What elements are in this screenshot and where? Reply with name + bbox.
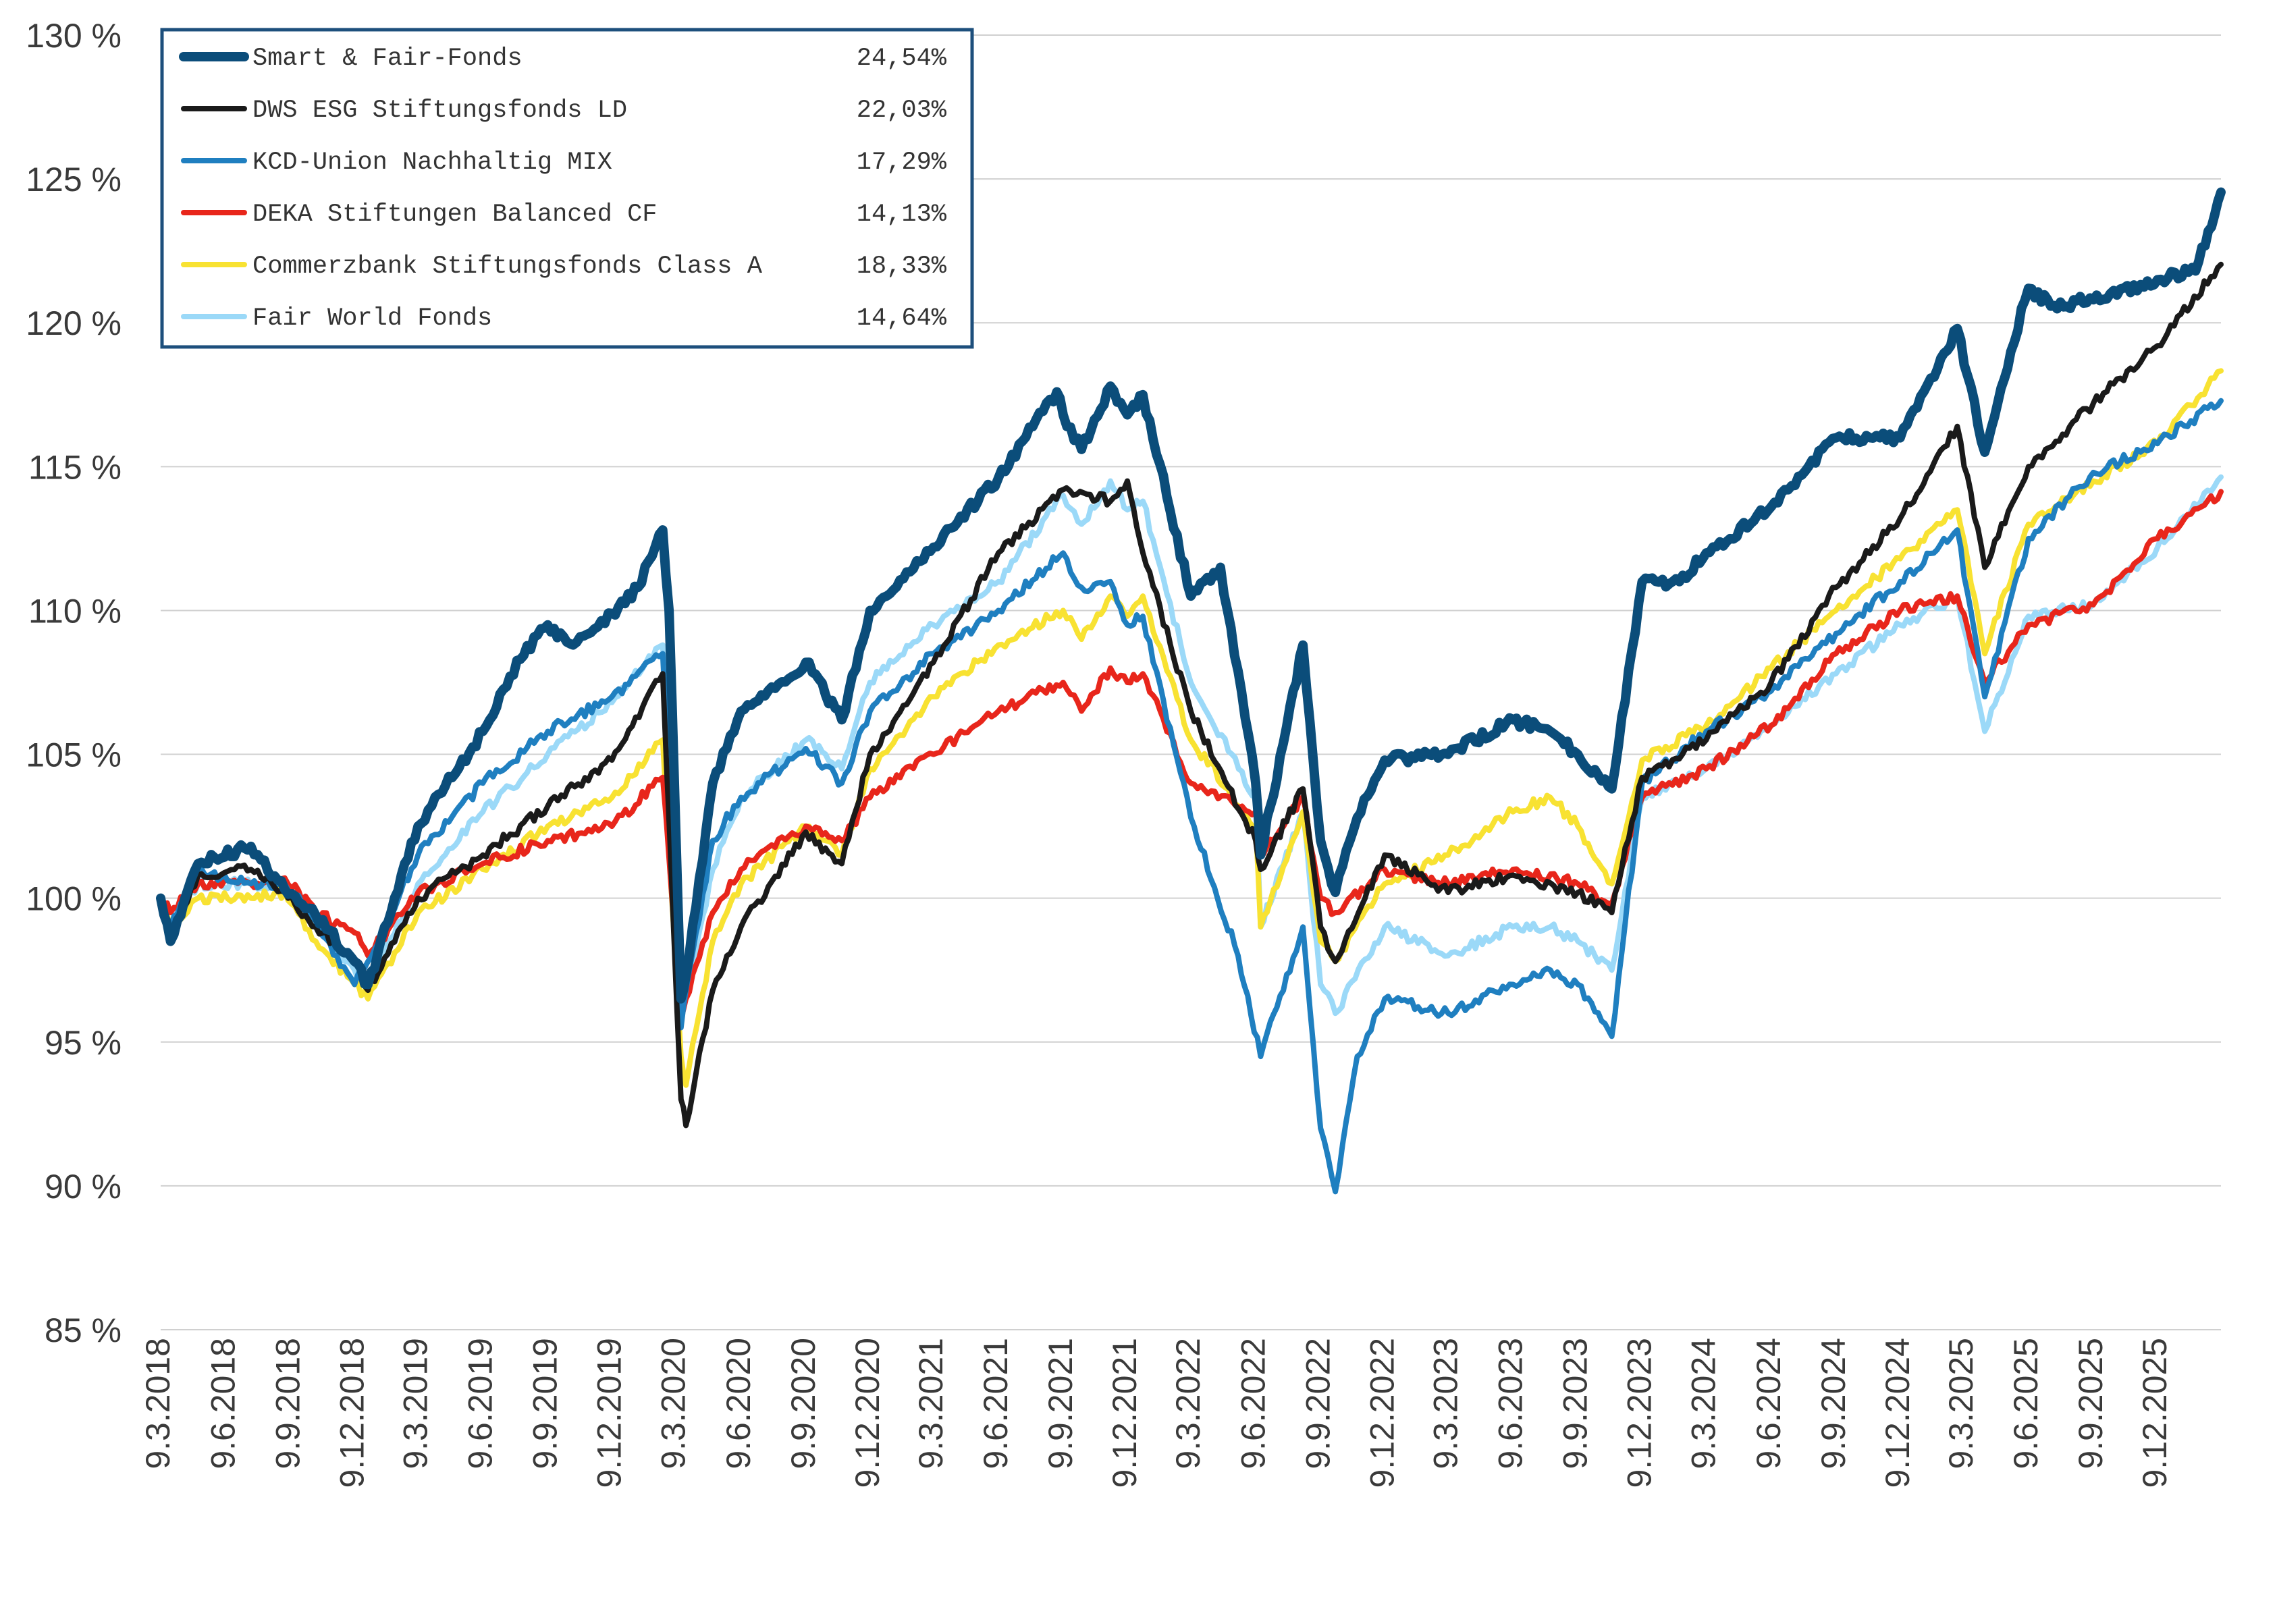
y-tick-label: 95 % — [45, 1024, 122, 1062]
legend-series-value: 14,13% — [857, 200, 947, 229]
x-tick-label: 9.12.2020 — [849, 1338, 886, 1488]
x-tick-label: 9.3.2022 — [1169, 1338, 1207, 1469]
x-tick-label: 9.6.2024 — [1750, 1338, 1788, 1469]
x-tick-label: 9.12.2024 — [1879, 1338, 1917, 1488]
x-tick-label: 9.3.2024 — [1685, 1338, 1723, 1469]
y-tick-label: 100 % — [26, 880, 122, 918]
x-tick-label: 9.6.2019 — [462, 1338, 500, 1469]
x-tick-label: 9.3.2025 — [1942, 1338, 1980, 1469]
x-tick-label: 9.12.2022 — [1363, 1338, 1401, 1488]
x-tick-label: 9.9.2023 — [1557, 1338, 1595, 1469]
x-tick-label: 9.6.2025 — [2007, 1338, 2045, 1469]
x-tick-label: 9.9.2020 — [784, 1338, 822, 1469]
x-tick-label: 9.12.2021 — [1106, 1338, 1144, 1488]
x-tick-label: 9.6.2022 — [1234, 1338, 1272, 1469]
legend-series-value: 24,54% — [857, 45, 947, 73]
y-tick-label: 90 % — [45, 1168, 122, 1206]
series-line-1 — [158, 261, 2224, 1129]
series-lines — [156, 187, 2226, 1195]
legend-series-name: Commerzbank Stiftungsfonds Class A — [252, 252, 763, 281]
series-line-0 — [156, 187, 2226, 1004]
legend-series-name: DWS ESG Stiftungsfonds LD — [252, 97, 627, 125]
x-tick-label: 9.3.2019 — [396, 1338, 434, 1469]
x-tick-label: 9.3.2018 — [139, 1338, 177, 1469]
y-tick-label: 130 % — [26, 17, 122, 55]
x-tick-label: 9.6.2023 — [1492, 1338, 1530, 1469]
legend-series-name: DEKA Stiftungen Balanced CF — [252, 200, 658, 229]
x-tick-label: 9.6.2021 — [977, 1338, 1015, 1469]
x-tick-label: 9.9.2024 — [1815, 1338, 1852, 1469]
x-tick-label: 9.3.2020 — [655, 1338, 693, 1469]
series-line-2 — [158, 398, 2224, 1195]
x-tick-label: 9.9.2025 — [2072, 1338, 2110, 1469]
x-tick-label: 9.3.2021 — [912, 1338, 950, 1469]
y-tick-label: 85 % — [45, 1311, 122, 1349]
y-tick-label: 125 % — [26, 161, 122, 198]
x-tick-label: 9.12.2025 — [2136, 1338, 2174, 1488]
y-tick-label: 120 % — [26, 304, 122, 342]
x-tick-label: 9.3.2023 — [1426, 1338, 1464, 1469]
legend: Smart & Fair-Fonds 24,54% DWS ESG Stiftung… — [160, 28, 974, 349]
legend-series-value: 17,29% — [857, 148, 947, 177]
legend-series-value: 22,03% — [857, 97, 947, 125]
legend-series-value: 14,64% — [857, 304, 947, 333]
series-line-3 — [158, 489, 2224, 1022]
x-tick-label: 9.9.2021 — [1042, 1338, 1079, 1469]
x-tick-label: 9.12.2018 — [333, 1338, 371, 1488]
y-tick-label: 105 % — [26, 736, 122, 774]
legend-series-name: KCD-Union Nachhaltig MIX — [252, 148, 612, 177]
gridlines — [161, 34, 2221, 1330]
x-tick-label: 9.6.2018 — [204, 1338, 242, 1469]
y-axis-tick-labels: 85 % 90 % 95 % 100 % 105 % 110 % 115 % 120 % 125… — [26, 17, 122, 1349]
y-tick-label: 115 % — [28, 448, 122, 486]
x-tick-label: 9.12.2023 — [1621, 1338, 1659, 1488]
legend-box — [160, 28, 974, 349]
legend-series-name: Smart & Fair-Fonds — [252, 45, 523, 73]
legend-series-value: 18,33% — [857, 252, 947, 281]
x-tick-label: 9.9.2019 — [527, 1338, 564, 1469]
series-line-5 — [158, 474, 2224, 1017]
y-tick-label: 110 % — [28, 592, 122, 630]
series-line-4 — [158, 368, 2224, 1088]
legend-series-name: Fair World Fonds — [252, 304, 492, 333]
x-tick-label: 9.9.2018 — [269, 1338, 306, 1469]
x-tick-label: 9.12.2019 — [591, 1338, 628, 1488]
legend-items: Smart & Fair-Fonds 24,54% DWS ESG Stiftung… — [179, 45, 947, 333]
x-tick-label: 9.9.2022 — [1299, 1338, 1337, 1469]
x-tick-label: 9.6.2020 — [720, 1338, 757, 1469]
x-axis-tick-labels: 9.3.2018 9.6.2018 9.9.2018 9.12.2018 9.3.201… — [139, 1338, 2174, 1488]
